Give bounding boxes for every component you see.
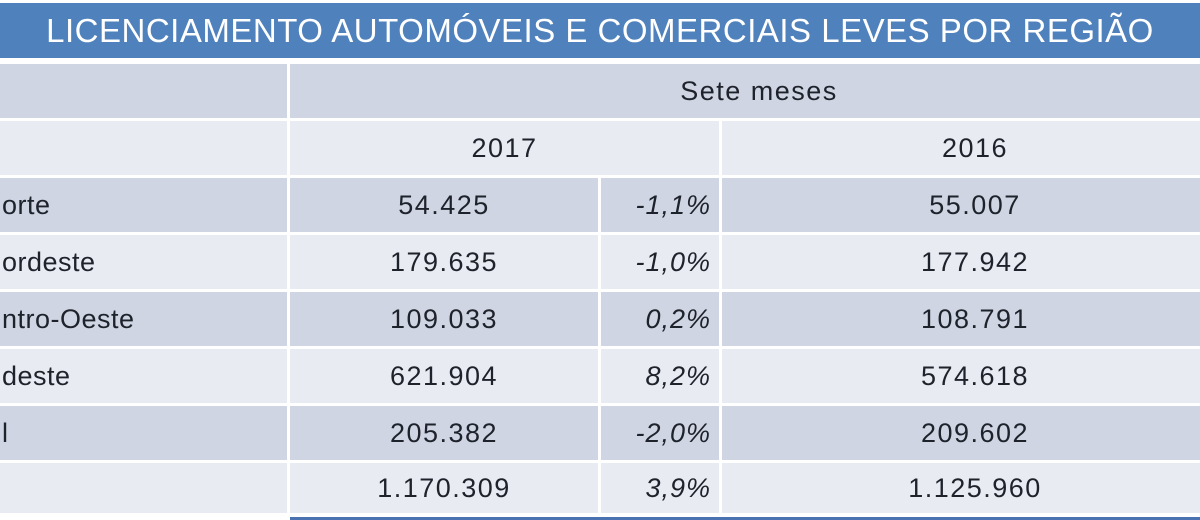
- region-label-cell: ntro-Oeste: [0, 292, 287, 346]
- value-2016-cell: 177.942: [722, 235, 1200, 289]
- total-value-2016-cell: 1.125.960: [722, 463, 1200, 513]
- header-year-2017-cell: 2017: [290, 121, 719, 175]
- variation-cell: 8,2%: [601, 349, 719, 403]
- region-label-cell: ordeste: [0, 235, 287, 289]
- value-2016-cell: 574.618: [722, 349, 1200, 403]
- header-year-2016-cell: 2016: [722, 121, 1200, 175]
- region-label-cell: deste: [0, 349, 287, 403]
- value-2017-cell: 205.382: [290, 406, 598, 460]
- variation-cell: 0,2%: [601, 292, 719, 346]
- total-variation-cell: 3,9%: [601, 463, 719, 513]
- value-2017-cell: 109.033: [290, 292, 598, 346]
- value-2016-cell: 108.791: [722, 292, 1200, 346]
- header-region-spacer2-cell: [0, 121, 287, 175]
- variation-cell: -1,1%: [601, 178, 719, 232]
- page-title: LICENCIAMENTO AUTOMÓVEIS E COMERCIAIS LE…: [46, 11, 1154, 49]
- variation-cell: -1,0%: [601, 235, 719, 289]
- region-label-cell: l: [0, 406, 287, 460]
- region-label-cell: orte: [0, 178, 287, 232]
- total-value-2017-cell: 1.170.309: [290, 463, 598, 513]
- variation-cell: -2,0%: [601, 406, 719, 460]
- value-2017-cell: 54.425: [290, 178, 598, 232]
- value-2017-cell: 621.904: [290, 349, 598, 403]
- header-period-cell: Sete meses: [290, 64, 1200, 118]
- title-bar: LICENCIAMENTO AUTOMÓVEIS E COMERCIAIS LE…: [0, 3, 1200, 58]
- bottom-partial-banner: [290, 517, 1200, 520]
- header-region-spacer-cell: [0, 64, 287, 118]
- value-2017-cell: 179.635: [290, 235, 598, 289]
- value-2016-cell: 209.602: [722, 406, 1200, 460]
- value-2016-cell: 55.007: [722, 178, 1200, 232]
- total-region-cell: [0, 463, 287, 513]
